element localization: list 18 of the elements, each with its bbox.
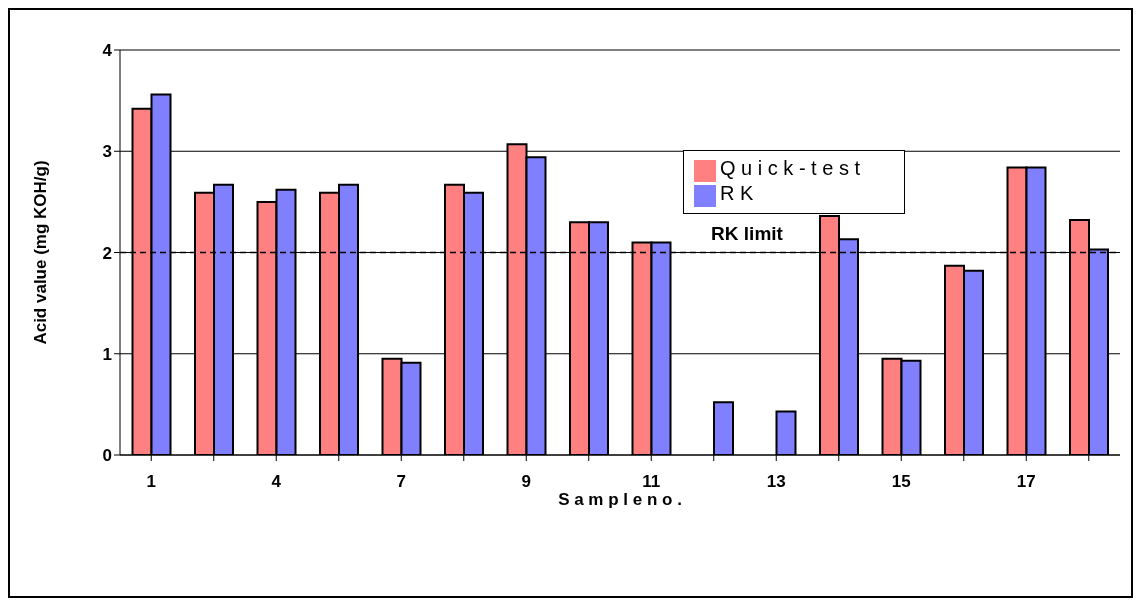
y-tick-label: 2 — [102, 243, 112, 263]
y-tick-label: 0 — [102, 446, 112, 466]
y-tick-label: 3 — [102, 142, 112, 162]
y-tick-label: 1 — [102, 344, 112, 364]
x-axis-title: S a m p l e n o . — [558, 490, 682, 509]
x-tick-label: 15 — [891, 472, 911, 492]
y-axis-title: Acid value (mg KOH/g) — [31, 160, 51, 345]
x-tick-label: 9 — [521, 472, 531, 492]
legend-label: R K — [720, 181, 754, 204]
x-tick-label: 7 — [396, 472, 406, 492]
x-tick-label: 4 — [271, 472, 282, 492]
x-tick-label: 17 — [1016, 472, 1036, 492]
legend-label: Q u i c k - t e s t — [720, 157, 861, 179]
ref-line-label: RK limit — [711, 222, 784, 244]
x-tick-label: 11 — [642, 472, 661, 492]
x-tick-label: 1 — [146, 472, 156, 492]
x-tick-label: 13 — [766, 472, 786, 492]
y-tick-label: 4 — [102, 41, 113, 61]
